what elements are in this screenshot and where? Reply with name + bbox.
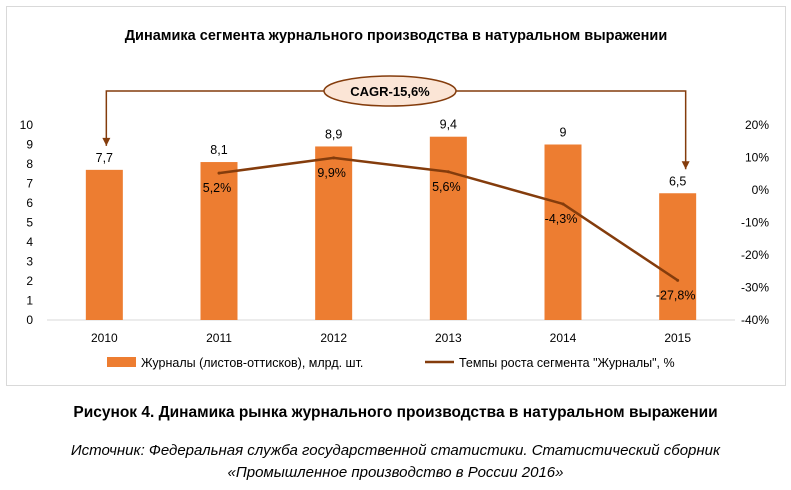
cagr-badge <box>323 75 457 107</box>
source-line-2: «Промышленное производство в России 2016… <box>227 464 564 481</box>
growth-rate-point <box>561 202 565 206</box>
growth-rate-point <box>676 278 680 282</box>
left-axis-tick-label: 6 <box>26 196 33 210</box>
right-axis-tick-label: 20% <box>745 118 769 132</box>
x-axis-tick-label: 2015 <box>664 331 691 345</box>
left-axis-tick-label: 4 <box>26 235 33 249</box>
left-axis-tick-label: 5 <box>26 216 33 230</box>
bar-data-label: 9 <box>560 126 567 140</box>
figure-caption: Рисунок 4. Динамика рынка журнального пр… <box>73 404 718 421</box>
source-line-1: Источник: Федеральная служба государстве… <box>70 442 721 459</box>
bar <box>315 146 353 320</box>
bar-data-label: 8,1 <box>210 143 227 157</box>
left-axis-tick-label: 9 <box>26 138 33 152</box>
left-axis: 0 1 2 3 4 5 6 7 8 9 10 <box>20 118 735 327</box>
left-axis-tick-label: 7 <box>26 177 33 191</box>
right-axis: -40% -30% -20% -10% 0% 10% 20% <box>741 118 769 327</box>
right-axis-tick-label: -10% <box>741 216 769 230</box>
line-data-label: -27,8% <box>656 288 696 302</box>
bar-data-label: 6,5 <box>669 174 686 188</box>
cagr-annotation: CAGR-15,6% <box>102 75 690 170</box>
left-axis-tick-label: 1 <box>26 294 33 308</box>
right-axis-tick-label: -30% <box>741 281 769 295</box>
chart: Динамика сегмента журнального производст… <box>20 28 770 370</box>
right-axis-tick-label: -20% <box>741 248 769 262</box>
right-axis-tick-label: -40% <box>741 313 769 327</box>
cagr-arrowhead-right <box>681 161 690 170</box>
right-axis-tick-label: 0% <box>752 183 770 197</box>
bar <box>544 144 582 320</box>
cagr-label: CAGR-15,6% <box>350 84 430 99</box>
chart-title: Динамика сегмента журнального производст… <box>125 28 668 44</box>
line-data-label: -4,3% <box>545 212 578 226</box>
bar-data-label: 7,7 <box>96 151 113 165</box>
left-axis-tick-label: 2 <box>26 274 33 288</box>
line-data-label: 5,2% <box>203 181 232 195</box>
right-axis-tick-label: 10% <box>745 151 769 165</box>
left-axis-tick-label: 10 <box>20 118 34 132</box>
x-axis-tick-labels: 2010 2011 2012 2013 2014 2015 <box>91 331 691 345</box>
legend-line-label: Темпы роста сегмента "Журналы", % <box>459 356 675 370</box>
left-axis-tick-label: 0 <box>26 313 33 327</box>
legend-bar-swatch <box>107 357 136 367</box>
line-data-labels: 5,2% 9,9% 5,6% -4,3% -27,8% <box>203 166 696 303</box>
line-data-label: 9,9% <box>317 166 346 180</box>
left-axis-tick-label: 3 <box>26 255 33 269</box>
growth-rate-point <box>332 156 336 160</box>
bar <box>429 136 467 320</box>
bar-data-labels: 7,7 8,1 8,9 9,4 9 6,5 <box>96 118 687 189</box>
bar-data-label: 9,4 <box>440 118 457 132</box>
bar <box>200 162 238 320</box>
x-axis-tick-label: 2012 <box>320 331 347 345</box>
x-axis-tick-label: 2010 <box>91 331 118 345</box>
line-series <box>217 156 680 282</box>
chart-frame: Динамика сегмента журнального производст… <box>6 6 786 386</box>
x-axis-tick-label: 2014 <box>550 331 577 345</box>
legend: Журналы (листов-оттисков), млрд. шт. Темп… <box>107 356 675 370</box>
growth-rate-point <box>446 170 450 174</box>
x-axis-tick-label: 2011 <box>206 331 232 345</box>
bar <box>659 193 697 320</box>
growth-rate-point <box>217 171 221 175</box>
left-axis-tick-label: 8 <box>26 157 33 171</box>
x-axis-tick-label: 2013 <box>435 331 462 345</box>
bar-series <box>85 136 697 320</box>
legend-bar-label: Журналы (листов-оттисков), млрд. шт. <box>141 356 363 370</box>
cagr-arrowhead-left <box>102 137 111 146</box>
bar-data-label: 8,9 <box>325 127 342 141</box>
bar <box>85 169 123 320</box>
line-data-label: 5,6% <box>432 180 461 194</box>
